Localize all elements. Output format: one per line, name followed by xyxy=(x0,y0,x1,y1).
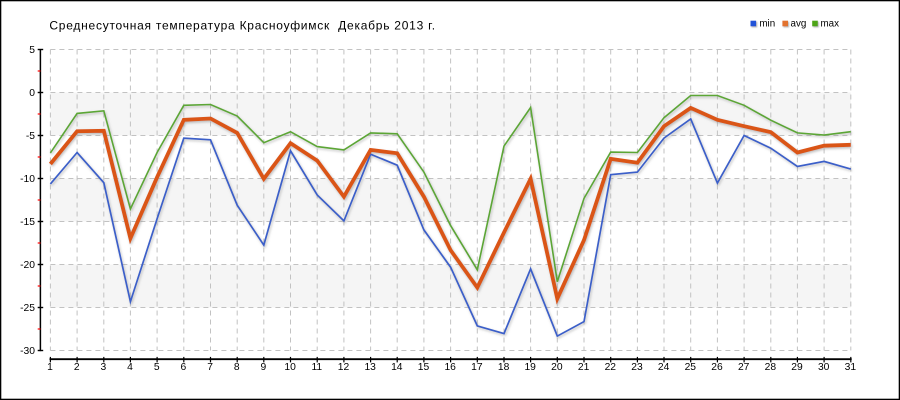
svg-text:-20: -20 xyxy=(20,260,35,271)
svg-text:20: 20 xyxy=(551,362,563,373)
svg-text:22: 22 xyxy=(605,362,617,373)
svg-text:-30: -30 xyxy=(20,346,35,357)
svg-text:4: 4 xyxy=(127,362,133,373)
svg-text:-10: -10 xyxy=(20,174,35,185)
svg-text:-5: -5 xyxy=(26,131,35,142)
svg-text:15: 15 xyxy=(418,362,430,373)
svg-text:7: 7 xyxy=(207,362,213,373)
svg-text:10: 10 xyxy=(284,362,296,373)
svg-text:-15: -15 xyxy=(20,217,35,228)
svg-text:max: max xyxy=(821,19,840,30)
svg-text:avg: avg xyxy=(791,19,807,30)
svg-text:3: 3 xyxy=(101,362,107,373)
svg-text:2: 2 xyxy=(74,362,80,373)
svg-text:min: min xyxy=(759,19,775,30)
svg-text:21: 21 xyxy=(578,362,590,373)
svg-text:1: 1 xyxy=(47,362,53,373)
svg-text:0: 0 xyxy=(29,88,35,99)
svg-text:6: 6 xyxy=(181,362,187,373)
svg-text:23: 23 xyxy=(631,362,643,373)
svg-text:25: 25 xyxy=(685,362,697,373)
svg-text:11: 11 xyxy=(311,362,322,373)
svg-text:24: 24 xyxy=(658,362,670,373)
svg-text:19: 19 xyxy=(524,362,536,373)
svg-text:29: 29 xyxy=(791,362,803,373)
svg-text:17: 17 xyxy=(471,362,483,373)
svg-text:18: 18 xyxy=(498,362,510,373)
svg-text:30: 30 xyxy=(818,362,830,373)
svg-text:9: 9 xyxy=(261,362,267,373)
svg-text:13: 13 xyxy=(364,362,376,373)
svg-text:16: 16 xyxy=(444,362,456,373)
svg-text:26: 26 xyxy=(711,362,723,373)
svg-text:28: 28 xyxy=(765,362,777,373)
svg-text:5: 5 xyxy=(29,45,35,56)
svg-text:12: 12 xyxy=(338,362,350,373)
svg-text:-25: -25 xyxy=(20,303,35,314)
svg-text:27: 27 xyxy=(738,362,750,373)
svg-text:31: 31 xyxy=(845,362,857,373)
svg-text:14: 14 xyxy=(391,362,403,373)
svg-text:5: 5 xyxy=(154,362,160,373)
svg-text:8: 8 xyxy=(234,362,240,373)
svg-text:Среднесуточная температура Кра: Среднесуточная температура Красноуфимск … xyxy=(49,19,435,33)
